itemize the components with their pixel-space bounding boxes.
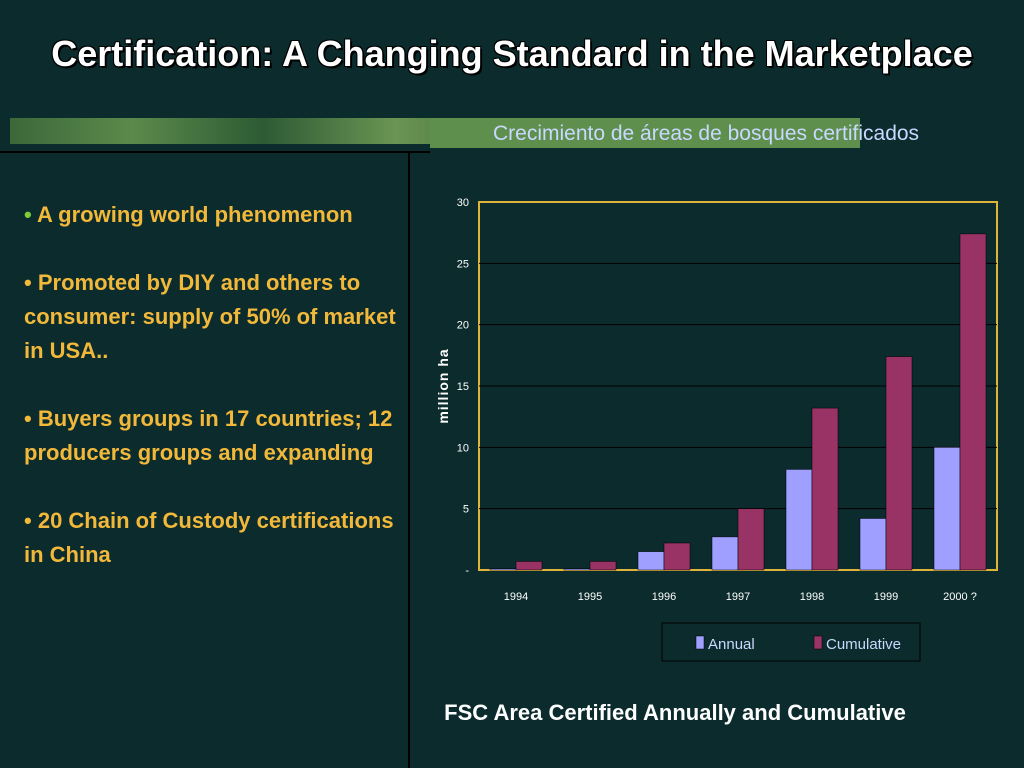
chart-caption: FSC Area Certified Annually and Cumulati… — [444, 700, 906, 725]
y-axis-label: million ha — [435, 348, 451, 423]
bar-cumulative — [811, 407, 839, 571]
chart-banner — [430, 118, 860, 148]
bar-cumulative — [515, 561, 543, 571]
bullet-item: • Promoted by DIY and others to consumer… — [24, 266, 404, 368]
bar-annual — [933, 447, 961, 571]
x-tick-label: 2000 ? — [943, 591, 977, 603]
y-tick-label: 5 — [463, 504, 469, 516]
slide-title: Certification: A Changing Standard in th… — [51, 33, 973, 74]
bullet-marker: • — [24, 508, 32, 533]
bar-cumulative — [589, 561, 617, 571]
bar-annual — [489, 568, 517, 571]
x-tick-label: 1999 — [874, 591, 898, 603]
y-tick-label: 20 — [457, 320, 469, 332]
bullet-text: Buyers groups in 17 countries; 12 produc… — [24, 406, 393, 465]
bullet-marker: • — [24, 202, 32, 227]
legend-swatch — [695, 635, 705, 650]
bullet-marker: • — [24, 406, 32, 431]
bar-annual — [785, 469, 813, 571]
bar-cumulative — [663, 542, 691, 571]
legend-label: Cumulative — [826, 636, 901, 653]
legend-box — [661, 622, 921, 662]
legend-swatch — [813, 635, 823, 650]
bullet-item: • Buyers groups in 17 countries; 12 prod… — [24, 402, 404, 470]
bullet-item: • 20 Chain of Custody certifications in … — [24, 504, 404, 572]
legend-label: Annual — [708, 636, 755, 653]
plot-area: - 5 10 15 20 25 30 million ha 1994 1995 1996 1997 19… — [435, 197, 998, 662]
chart: Crecimiento de áreas de bosques certific… — [430, 118, 1024, 678]
bar-cumulative — [959, 233, 987, 571]
y-tick-label: 25 — [457, 258, 469, 270]
bar-annual — [711, 536, 739, 571]
chart-title: Crecimiento de áreas de bosques certific… — [493, 122, 919, 145]
y-tick-label: 15 — [457, 381, 469, 393]
y-tick-label: 10 — [457, 442, 469, 454]
x-tick-label: 1994 — [504, 591, 528, 603]
bullet-list: • A growing world phenomenon • Promoted … — [24, 198, 404, 606]
bullet-item: • A growing world phenomenon — [24, 198, 404, 232]
bullet-text: Promoted by DIY and others to consumer: … — [24, 270, 396, 363]
bullet-text: 20 Chain of Custody certifications in Ch… — [24, 508, 394, 567]
y-tick-label: 30 — [457, 197, 469, 209]
bar-annual — [563, 568, 591, 571]
x-tick-label: 1996 — [652, 591, 676, 603]
bar-cumulative — [885, 356, 913, 571]
bullet-text: A growing world phenomenon — [37, 202, 353, 227]
bar-cumulative — [737, 508, 765, 571]
x-tick-label: 1995 — [578, 591, 602, 603]
y-tick-label: - — [465, 565, 469, 577]
x-tick-label: 1998 — [800, 591, 824, 603]
bullet-marker: • — [24, 270, 32, 295]
x-tick-label: 1997 — [726, 591, 750, 603]
bar-annual — [859, 518, 887, 571]
divider-vertical — [408, 152, 410, 768]
bar-annual — [637, 551, 665, 571]
